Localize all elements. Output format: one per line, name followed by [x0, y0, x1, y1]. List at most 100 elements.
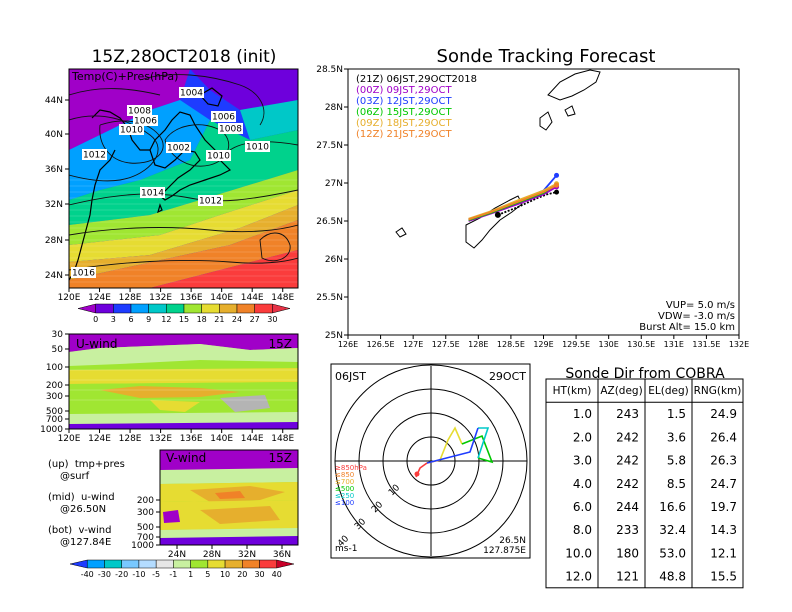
- table-cell: 10.0: [565, 546, 592, 560]
- colorbar-swatch: [138, 559, 157, 569]
- polar-level-legend: ≥850hPa≤850≤700≤500≤250≤100: [335, 464, 367, 507]
- colorbar-swatch: [113, 303, 132, 314]
- table-cell: 2.0: [573, 430, 592, 444]
- colorbar-tick-label: 30: [267, 315, 277, 324]
- p-tick-label: 100: [46, 363, 63, 373]
- colorbar-tick-label: 6: [128, 315, 133, 324]
- map-field-label: Temp(C)+Pres(hPa): [71, 70, 178, 83]
- legend-entry: (21Z) 06JST,29OCT2018: [356, 74, 477, 85]
- lon-tick-label: 130.5E: [627, 340, 655, 349]
- pressure-label: 1008: [219, 125, 242, 135]
- p-tick-label: 300: [46, 392, 63, 402]
- colorbar-tick-label: -10: [132, 570, 145, 579]
- lat-tick-label: 24N: [168, 550, 186, 560]
- level-legend-entry: ≤100: [335, 499, 354, 507]
- tracking-lat-axis: 28.5N 28N 27.5N 27N 26.5N 26N 25.5N 25N: [316, 65, 348, 341]
- table-header: AZ(deg): [600, 385, 642, 397]
- track-line: [497, 191, 557, 216]
- colorbar-swatch: [224, 559, 243, 569]
- wind-colorbar: -40 -30 -20 -10 -5 -1 1 5 10 20 30 40: [69, 559, 295, 579]
- p-tick-label: 500: [137, 523, 154, 533]
- p-tick-label: 500: [46, 407, 63, 417]
- polar-time-right: 29OCT: [489, 370, 526, 383]
- colorbar-swatch: [190, 559, 209, 569]
- table-cell: 3.0: [573, 454, 592, 468]
- tracking-title: Sonde Tracking Forecast: [437, 46, 656, 67]
- legend-entry: (06Z) 15JST,29OCT: [356, 107, 452, 118]
- lon-tick-label: 128E: [119, 434, 142, 444]
- pressure-contours: [69, 74, 298, 271]
- legend-entry: (09Z) 18JST,29OCT: [356, 118, 452, 129]
- colorbar-tick-label: 3: [111, 315, 116, 324]
- colorbar-swatch: [121, 559, 140, 569]
- lat-tick-label: 36N: [273, 550, 291, 560]
- table-cell: 26.3: [710, 454, 737, 468]
- p-tick-label: 1000: [131, 541, 154, 551]
- table-cell: 242: [616, 430, 639, 444]
- lon-tick-label: 124E: [88, 434, 111, 444]
- colorbar-tick-label: -1: [169, 570, 177, 579]
- track-endpoint: [554, 172, 560, 178]
- map-title: 15Z,28OCT2018 (init): [92, 47, 277, 67]
- colorbar-tick-label: 18: [197, 315, 207, 324]
- level-legend-entry: ≥850hPa: [335, 464, 367, 472]
- table-cell: 12.1: [710, 546, 737, 560]
- legend-entry: (00Z) 09JST,29OCT: [356, 85, 452, 96]
- table-cell: 180: [616, 546, 639, 560]
- lon-tick-label: 132E: [149, 434, 172, 444]
- colorbar-swatch: [77, 303, 96, 314]
- table-cell: 48.8: [659, 570, 686, 584]
- legend-entry: (03Z) 12JST,29OCT: [356, 96, 452, 107]
- polar-time-left: 06JST: [335, 370, 366, 383]
- table-cell: 15.5: [710, 570, 737, 584]
- colorbar-swatch: [201, 303, 220, 314]
- pressure-label: 1006: [212, 113, 235, 123]
- legend-entry: (12Z) 21JST,29OCT: [356, 129, 452, 140]
- uwind-lon-axis: 120E 124E 128E 132E 136E 140E 144E 148E: [58, 429, 294, 444]
- table-title: Sonde Dir from COBRA: [565, 366, 725, 382]
- tracking-islands: [395, 69, 601, 249]
- pressure-label: 1010: [207, 152, 230, 162]
- polar-lat: 26.5N: [499, 536, 526, 546]
- p-tick-label: 30: [52, 330, 64, 340]
- level-legend-entry: ≤500: [335, 485, 354, 493]
- colorbar-swatch: [276, 559, 295, 569]
- lat-tick-label: 40N: [45, 130, 63, 140]
- table-cell: 24.7: [710, 477, 737, 491]
- colorbar-swatch: [272, 303, 291, 314]
- panel-notes: (up) tmp+pres @surf (mid) u-wind @26.50N…: [48, 459, 125, 548]
- lat-tick-label: 32N: [45, 200, 63, 210]
- lat-tick-label: 36N: [45, 165, 63, 175]
- note-up: (up) tmp+pres: [48, 459, 125, 470]
- level-legend-entry: ≤700: [335, 478, 354, 486]
- table-cell: 24.9: [710, 407, 737, 421]
- lat-tick-label: 28.5N: [316, 65, 343, 75]
- table-cell: 243: [616, 407, 639, 421]
- temperature-colorbar: 0 3 6 9 12 15 18 21 24 27 30: [77, 303, 291, 324]
- map-lat-axis: 44N 40N 36N 32N 28N 24N: [45, 96, 69, 281]
- colorbar-swatch: [130, 303, 149, 314]
- lon-tick-label: 130E: [599, 340, 619, 349]
- p-tick-label: 200: [137, 496, 154, 506]
- lon-tick-label: 126.5E: [367, 340, 395, 349]
- sonde-table: HT(km) AZ(deg) EL(deg) RNG(km) 1.0 243 1.5 24.9…: [545, 378, 744, 589]
- colorbar-swatch: [183, 303, 202, 314]
- pressure-label: 1014: [141, 189, 164, 199]
- lon-tick-label: 129E: [533, 340, 553, 349]
- note-bot: (bot) v-wind: [48, 525, 111, 536]
- table-cell: 26.4: [710, 430, 737, 444]
- colorbar-swatch: [166, 303, 185, 314]
- p-tick-label: 1000: [40, 425, 63, 435]
- pressure-label: 1010: [246, 143, 269, 153]
- note-mid: (mid) u-wind: [48, 492, 115, 503]
- lat-tick-label: 28N: [203, 550, 221, 560]
- colorbar-tick-label: 40: [272, 570, 282, 579]
- table-cell: 32.4: [659, 523, 686, 537]
- colorbar-swatch: [236, 303, 255, 314]
- track-line: [468, 184, 557, 221]
- pressure-label: 1006: [134, 117, 157, 127]
- lon-tick-label: 144E: [241, 293, 264, 303]
- colorbar-tick-label: -20: [115, 570, 128, 579]
